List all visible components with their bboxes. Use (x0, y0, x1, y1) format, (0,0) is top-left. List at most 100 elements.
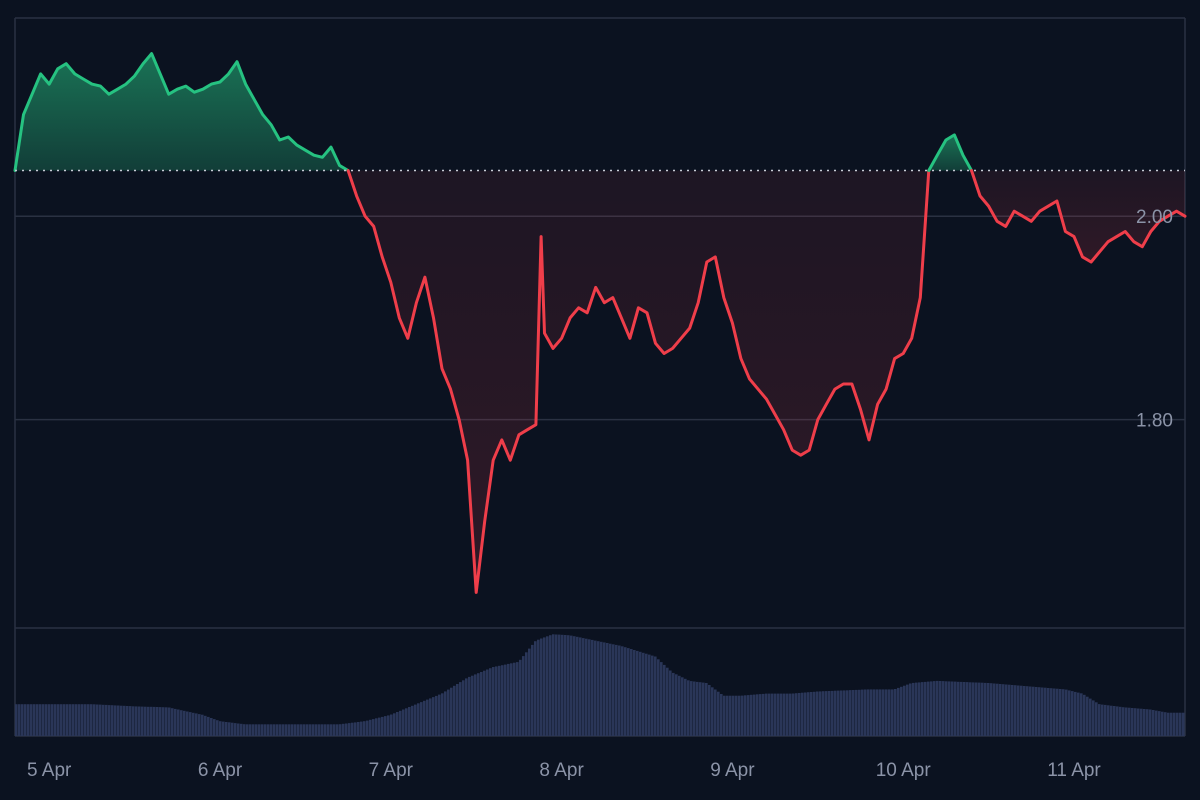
volume-bar (894, 689, 897, 736)
volume-bar (306, 724, 309, 736)
volume-bar (960, 681, 963, 736)
volume-bar (33, 704, 36, 736)
volume-bar (753, 694, 756, 736)
volume-bar (690, 681, 693, 736)
volume-bar (81, 704, 84, 736)
volume-bar (78, 704, 81, 736)
area-below-baseline (348, 170, 929, 593)
volume-bar (636, 650, 639, 736)
volume-bar (201, 714, 204, 736)
volume-bar (369, 719, 372, 736)
x-tick-label: 5 Apr (27, 760, 72, 781)
volume-bar (573, 636, 576, 736)
volume-bar (498, 665, 501, 736)
volume-bar (966, 682, 969, 736)
volume-bar (375, 718, 378, 736)
volume-bar (648, 654, 651, 736)
volume-bar (267, 724, 270, 736)
volume-bar (780, 693, 783, 736)
volume-bar (555, 634, 558, 736)
volume-bar (1083, 694, 1086, 736)
volume-bar (1113, 706, 1116, 736)
volume-bar (963, 682, 966, 736)
volume-bar (444, 691, 447, 736)
volume-bar (903, 685, 906, 736)
volume-bar (327, 724, 330, 736)
volume-bar (234, 723, 237, 736)
x-tick-label: 8 Apr (539, 760, 584, 781)
volume-bar (927, 681, 930, 736)
volume-bar (783, 693, 786, 736)
volume-bar (711, 687, 714, 736)
volume-bar (477, 673, 480, 736)
volume-bar (144, 706, 147, 736)
volume-bar (378, 717, 381, 736)
volume-bar (522, 656, 525, 736)
volume-bar (1149, 709, 1152, 736)
volume-bar (390, 714, 393, 736)
volume-bar (471, 675, 474, 736)
volume-bar (657, 659, 660, 736)
x-tick-label: 11 Apr (1047, 760, 1101, 781)
volume-bar (405, 708, 408, 736)
volume-bar (834, 690, 837, 736)
axis-labels: 5 Apr 6 Apr 7 Apr 8 Apr 9 Apr 10 Apr 11 Apr 2.0… (27, 207, 1173, 781)
volume-bar (474, 674, 477, 736)
volume-bar (96, 704, 99, 736)
volume-bar (1146, 709, 1149, 736)
volume-bar (459, 682, 462, 736)
volume-bar (393, 713, 396, 736)
volume-bar (282, 724, 285, 736)
volume-bar (72, 704, 75, 736)
price-line-down-segment (970, 169, 1187, 264)
volume-bar (1116, 706, 1119, 736)
volume-bar (450, 687, 453, 736)
volume-bar (978, 682, 981, 736)
volume-bar (741, 695, 744, 736)
volume-bar (849, 690, 852, 736)
x-tick-label: 9 Apr (710, 760, 755, 781)
volume-bar (792, 693, 795, 736)
volume-bar (702, 682, 705, 736)
volume-bar (609, 643, 612, 736)
volume-bar (1152, 710, 1155, 736)
volume-bar (222, 721, 225, 736)
volume-bar (591, 639, 594, 736)
volume-bar (339, 724, 342, 736)
volume-bar (570, 635, 573, 736)
volume-bar (30, 704, 33, 736)
volume-bar (213, 719, 216, 736)
volume-bar (537, 639, 540, 736)
volume-bar (984, 682, 987, 736)
volume-bar (147, 706, 150, 736)
volume-bar (228, 722, 231, 736)
volume-bar (579, 637, 582, 736)
volume-bar (681, 677, 684, 736)
volume-bar (660, 662, 663, 736)
volume-bar (705, 683, 708, 736)
volume-bar (954, 681, 957, 736)
volume-bar (669, 670, 672, 736)
volume-bar (567, 635, 570, 736)
volume-bar (1035, 687, 1038, 736)
volume-bar (492, 667, 495, 736)
volume-bar (465, 678, 468, 736)
price-line-up-segment (13, 52, 350, 172)
volume-bar (111, 705, 114, 736)
volume-bar (69, 704, 72, 736)
volume-bar (1095, 702, 1098, 736)
volume-bar (207, 716, 210, 736)
volume-bar (1029, 686, 1032, 736)
volume-bar (291, 724, 294, 736)
volume-bar (762, 693, 765, 736)
volume-bar (321, 724, 324, 736)
volume-bar (957, 681, 960, 736)
volume-bar (678, 675, 681, 736)
volume-bar (846, 690, 849, 736)
volume-bar (453, 685, 456, 736)
volume-bar (774, 693, 777, 736)
volume-bar (1014, 685, 1017, 736)
volume-bar (402, 709, 405, 736)
volume-bar (1053, 688, 1056, 736)
volume-bar (606, 643, 609, 736)
